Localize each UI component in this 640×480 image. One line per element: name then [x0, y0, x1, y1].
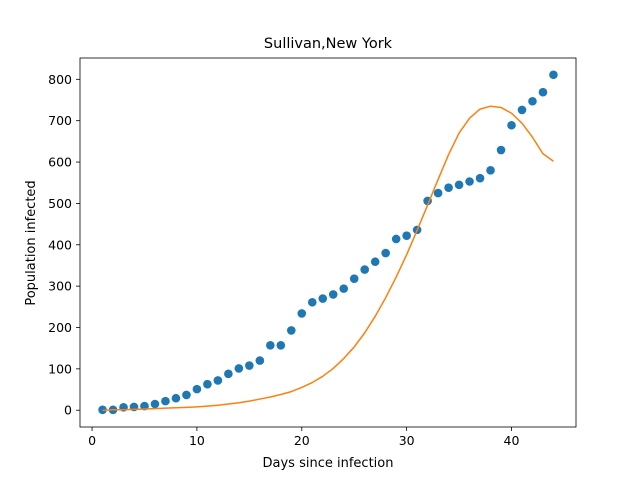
data-point [444, 183, 453, 192]
data-point [549, 70, 558, 80]
data-point [402, 231, 411, 240]
data-point [465, 177, 474, 186]
data-point [224, 369, 233, 379]
data-point [496, 145, 506, 155]
y-tick-label: 300 [48, 279, 72, 294]
x-tick-label: 20 [294, 433, 310, 448]
y-axis-label: Population infected [24, 180, 39, 305]
y-tick-label: 100 [48, 361, 72, 376]
y-tick-label: 800 [48, 72, 72, 87]
data-point [507, 120, 516, 130]
x-tick-label: 0 [88, 433, 96, 448]
data-point [339, 284, 349, 293]
data-point [161, 396, 170, 406]
data-point [266, 340, 275, 350]
data-point [182, 390, 191, 400]
x-tick-label: 30 [399, 433, 415, 448]
data-point [475, 173, 485, 183]
data-point [307, 297, 317, 307]
data-point [433, 188, 443, 198]
data-point [287, 326, 296, 335]
y-tick-label: 700 [48, 113, 72, 128]
data-point [486, 166, 495, 175]
data-point [234, 364, 244, 373]
data-point [203, 379, 212, 389]
data-point [391, 234, 401, 244]
data-point [192, 384, 202, 394]
plot-frame [79, 57, 577, 428]
data-point [276, 340, 286, 350]
y-tick-label: 500 [48, 196, 72, 211]
data-point [255, 356, 265, 365]
data-point [318, 294, 328, 303]
y-tick-label: 600 [48, 155, 72, 170]
chart-title: Sullivan,New York [264, 36, 393, 52]
data-point [171, 393, 181, 403]
data-point [360, 265, 370, 274]
data-point [528, 96, 537, 106]
data-point [517, 105, 527, 115]
data-point [538, 87, 548, 97]
data-point [381, 248, 390, 258]
x-tick-label: 10 [189, 433, 205, 448]
y-tick-label: 0 [64, 403, 72, 418]
data-point [245, 361, 254, 370]
data-point [349, 274, 359, 283]
data-point [150, 399, 160, 409]
x-tick-label: 40 [504, 433, 520, 448]
data-point [370, 257, 380, 267]
x-axis-label: Days since infection [263, 456, 394, 471]
data-point [297, 309, 307, 318]
data-point [454, 180, 464, 190]
data-point [213, 376, 223, 385]
y-tick-label: 400 [48, 237, 72, 252]
fit-line [102, 105, 554, 411]
y-tick-label: 200 [48, 320, 72, 335]
data-point [328, 290, 338, 299]
